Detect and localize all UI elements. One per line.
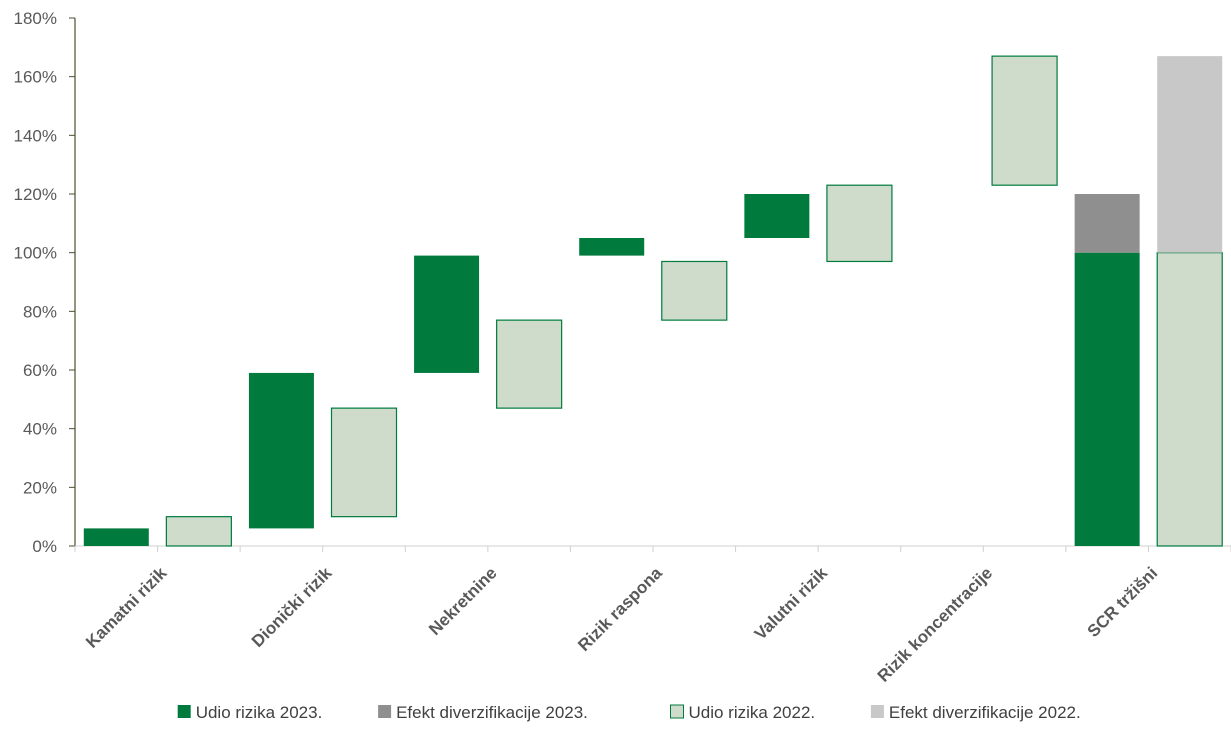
legend-label: Efekt diverzifikacije 2022. xyxy=(889,703,1081,722)
y-tick-label: 0% xyxy=(32,537,57,556)
bars xyxy=(83,55,1223,547)
bar-s2022-1 xyxy=(330,407,398,518)
category-label: Rizik koncentracije xyxy=(874,563,996,685)
bar-s2023-1 xyxy=(248,372,314,529)
category-label: Kamatni rizik xyxy=(82,563,171,652)
y-tick-label: 40% xyxy=(23,420,57,439)
category-label: Valutni rizik xyxy=(751,563,832,644)
category-label: SCR tržišni xyxy=(1084,563,1162,641)
bar-s2022-3 xyxy=(661,260,728,321)
category-label: Dionički rizik xyxy=(248,563,336,651)
bar-s2023-2 xyxy=(414,255,480,373)
y-tick-label: 160% xyxy=(14,68,57,87)
x-axis xyxy=(74,545,1231,552)
y-axis: 0% 20% 40% 60% 80% 100% 120% 140% 160% 180% xyxy=(14,9,76,556)
y-tick-label: 120% xyxy=(14,185,57,204)
bar-s2023-3 xyxy=(579,238,645,256)
bar-s2022-6 xyxy=(1156,252,1223,547)
category-label: Rizik raspona xyxy=(574,563,666,655)
legend-label: Efekt diverzifikacije 2023. xyxy=(396,703,588,722)
legend-swatch xyxy=(378,705,392,718)
legend-label: Udio rizika 2022. xyxy=(689,703,816,722)
y-tick-label: 60% xyxy=(23,361,57,380)
category-label: Nekretnine xyxy=(425,563,501,639)
y-tick-label: 80% xyxy=(23,302,57,321)
y-tick-label: 20% xyxy=(23,478,57,497)
bar-div2022-6 xyxy=(1157,56,1223,253)
bar-div2023-6 xyxy=(1074,194,1140,253)
y-tick-label: 140% xyxy=(14,126,57,145)
bar-s2022-4 xyxy=(826,184,893,263)
bar-s2022-0 xyxy=(165,516,232,547)
legend-swatch xyxy=(870,705,884,718)
bar-s2023-0 xyxy=(83,528,149,546)
y-tick-label: 180% xyxy=(14,9,57,28)
bar-s2023-6 xyxy=(1074,252,1140,546)
category-labels: Kamatni rizik Dionički rizik Nekretnine Riz… xyxy=(82,563,1161,686)
y-tick-label: 100% xyxy=(14,244,57,263)
legend: Udio rizika 2023. Efekt diverzifikacije 2… xyxy=(177,703,1081,722)
legend-swatch xyxy=(670,704,684,719)
legend-swatch xyxy=(177,705,191,718)
legend-label: Udio rizika 2023. xyxy=(196,703,323,722)
bar-s2023-4 xyxy=(744,194,810,238)
bar-s2022-2 xyxy=(496,319,563,409)
bar-s2022-5 xyxy=(991,55,1058,186)
